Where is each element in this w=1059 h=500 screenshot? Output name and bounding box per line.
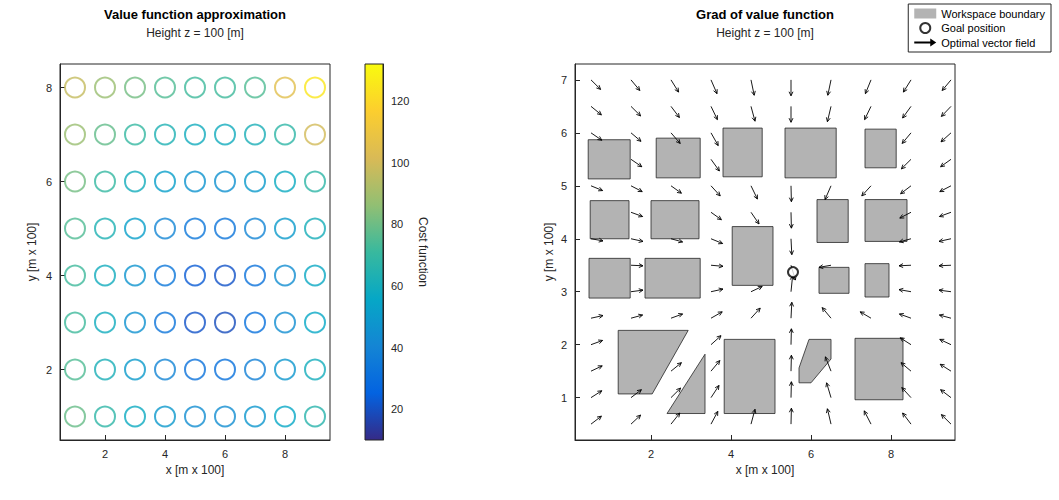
svg-text:Workspace boundary: Workspace boundary [941,8,1045,20]
svg-text:20: 20 [391,403,403,415]
svg-text:5: 5 [561,180,567,192]
svg-text:100: 100 [391,157,409,169]
svg-text:Grad of value function: Grad of value function [696,7,834,22]
svg-text:2: 2 [102,448,108,460]
svg-text:Height z = 100 [m]: Height z = 100 [m] [146,26,244,40]
svg-text:y [m x 100]: y [m x 100] [25,223,39,282]
svg-text:120: 120 [391,95,409,107]
svg-text:Optimal vector field: Optimal vector field [941,37,1035,49]
svg-text:8: 8 [282,448,288,460]
svg-text:Value function approximation: Value function approximation [104,7,286,22]
svg-text:1: 1 [561,392,567,404]
svg-text:y [m x 100]: y [m x 100] [542,223,556,282]
svg-text:3: 3 [561,286,567,298]
svg-text:6: 6 [222,448,228,460]
svg-text:8: 8 [46,82,52,94]
svg-text:Cost function: Cost function [416,217,430,287]
svg-text:x [m x 100]: x [m x 100] [736,463,795,477]
svg-text:4: 4 [162,448,168,460]
svg-text:8: 8 [888,448,894,460]
svg-text:Height z = 100 [m]: Height z = 100 [m] [716,26,814,40]
svg-text:40: 40 [391,342,403,354]
svg-text:Goal position: Goal position [941,22,1005,34]
svg-text:6: 6 [46,176,52,188]
svg-text:4: 4 [561,233,567,245]
svg-text:4: 4 [46,270,52,282]
svg-text:2: 2 [561,339,567,351]
svg-text:6: 6 [808,448,814,460]
svg-text:4: 4 [728,448,734,460]
svg-text:60: 60 [391,280,403,292]
svg-text:6: 6 [561,127,567,139]
svg-text:x [m x 100]: x [m x 100] [166,463,225,477]
svg-text:80: 80 [391,218,403,230]
svg-text:2: 2 [648,448,654,460]
svg-text:2: 2 [46,364,52,376]
svg-text:7: 7 [561,74,567,86]
